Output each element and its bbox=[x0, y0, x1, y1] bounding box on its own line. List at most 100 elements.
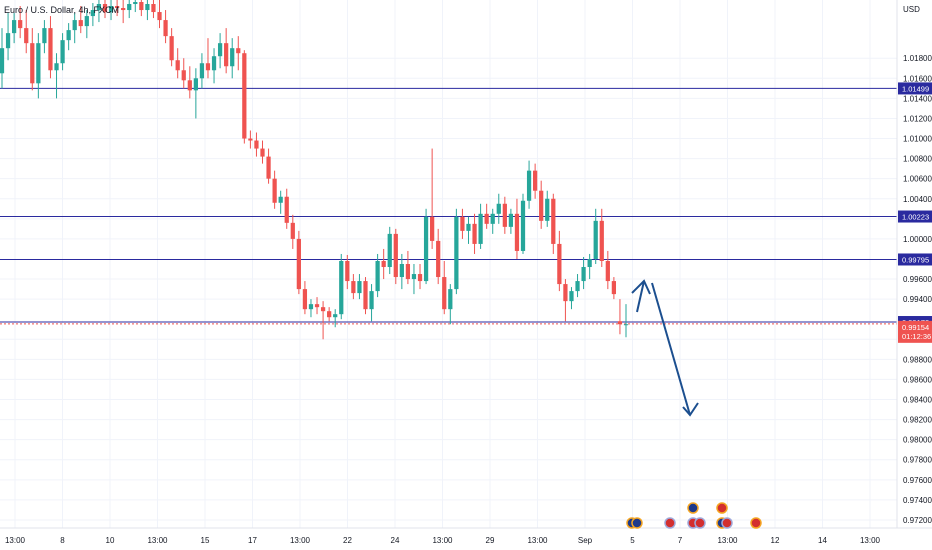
candle-body bbox=[278, 196, 283, 203]
economic-event-icons[interactable] bbox=[626, 502, 762, 529]
candle bbox=[66, 23, 71, 51]
candle-body bbox=[0, 48, 5, 74]
candle-body bbox=[302, 289, 308, 310]
candle bbox=[260, 140, 265, 164]
candle-body bbox=[314, 304, 320, 308]
event-eu-icon[interactable] bbox=[631, 517, 643, 529]
price-tick-label: 1.01600 bbox=[903, 74, 932, 83]
level-price-tag bbox=[898, 253, 932, 266]
candle bbox=[611, 277, 617, 300]
event-eu-icon[interactable] bbox=[687, 502, 699, 514]
candle bbox=[193, 68, 198, 119]
event-us-icon[interactable] bbox=[750, 517, 762, 529]
time-tick-label: 8 bbox=[60, 536, 65, 545]
grid-lines bbox=[0, 0, 897, 528]
candle-body bbox=[151, 4, 156, 13]
candle-body bbox=[187, 80, 192, 91]
time-tick-label: 10 bbox=[106, 536, 115, 545]
candle bbox=[472, 213, 477, 254]
candle-body bbox=[575, 281, 580, 292]
candle bbox=[114, 0, 120, 17]
event-us-icon[interactable] bbox=[721, 517, 733, 529]
price-tick-label: 1.00000 bbox=[903, 235, 932, 244]
candle bbox=[575, 274, 580, 298]
candle bbox=[211, 48, 217, 84]
time-tick-label: 24 bbox=[391, 536, 400, 545]
candle bbox=[24, 10, 29, 54]
candle bbox=[533, 163, 538, 199]
candle-body bbox=[108, 6, 114, 13]
candle bbox=[254, 132, 259, 157]
candle bbox=[351, 274, 356, 300]
candle-body bbox=[581, 267, 586, 282]
candle-body bbox=[36, 43, 41, 84]
candle-body bbox=[611, 281, 617, 295]
price-tick-label: 0.99400 bbox=[903, 295, 932, 304]
candle bbox=[545, 190, 550, 227]
candle bbox=[175, 48, 180, 79]
candle-body bbox=[163, 20, 168, 37]
candle bbox=[381, 248, 386, 280]
candle-body bbox=[605, 260, 610, 282]
candle bbox=[557, 230, 562, 292]
candle-body bbox=[557, 243, 562, 285]
candle bbox=[272, 170, 277, 209]
level-price-text: 1.00223 bbox=[902, 213, 929, 222]
price-tick-label: 0.98800 bbox=[903, 355, 932, 364]
candle bbox=[563, 279, 568, 322]
candle bbox=[145, 0, 150, 21]
candle-body bbox=[333, 314, 338, 318]
candle-body bbox=[393, 233, 398, 278]
candle bbox=[278, 190, 283, 214]
candle-body bbox=[623, 324, 629, 326]
candle bbox=[102, 0, 108, 19]
candle-body bbox=[248, 138, 253, 141]
candle-body bbox=[411, 274, 417, 280]
candle-body bbox=[442, 277, 447, 310]
price-tick-label: 1.00400 bbox=[903, 195, 932, 204]
candle bbox=[508, 208, 514, 234]
candle bbox=[157, 0, 162, 29]
candle bbox=[599, 208, 604, 268]
candle-body bbox=[133, 2, 138, 5]
candle bbox=[327, 307, 332, 322]
candle-body bbox=[266, 156, 271, 179]
candle-body bbox=[181, 70, 186, 81]
candle-body bbox=[224, 43, 229, 67]
candle bbox=[302, 281, 308, 315]
candle-body bbox=[145, 4, 150, 11]
candle-body bbox=[24, 28, 29, 44]
candle bbox=[169, 28, 174, 67]
candle bbox=[399, 253, 404, 290]
candle-body bbox=[30, 43, 35, 84]
candle-body bbox=[423, 216, 429, 282]
candle bbox=[569, 287, 574, 310]
event-us-icon[interactable] bbox=[716, 502, 728, 514]
event-us-icon[interactable] bbox=[664, 517, 676, 529]
candle bbox=[587, 253, 592, 280]
arrow-up-head bbox=[631, 279, 651, 295]
time-tick-label: 14 bbox=[818, 536, 827, 545]
candle-body bbox=[66, 30, 71, 41]
bar-countdown-text: 01:12:36 bbox=[902, 332, 931, 341]
drawn-arrow-annotation[interactable] bbox=[631, 279, 699, 417]
candle-body bbox=[545, 198, 550, 221]
candle bbox=[284, 188, 289, 229]
time-tick-label: 13:00 bbox=[717, 536, 738, 545]
candle bbox=[345, 254, 350, 290]
horizontal-levels[interactable] bbox=[0, 87, 897, 325]
level-price-text: 1.01499 bbox=[902, 84, 929, 93]
candle-body bbox=[272, 178, 277, 203]
candle-body bbox=[466, 223, 471, 231]
candle bbox=[460, 208, 465, 239]
candle-body bbox=[308, 304, 314, 310]
price-tick-label: 0.98400 bbox=[903, 396, 932, 405]
candle bbox=[363, 277, 368, 315]
candle bbox=[430, 148, 435, 249]
candle-body bbox=[508, 213, 514, 227]
candle-body bbox=[430, 216, 435, 241]
event-us-icon[interactable] bbox=[694, 517, 706, 529]
candle-body bbox=[345, 260, 350, 282]
